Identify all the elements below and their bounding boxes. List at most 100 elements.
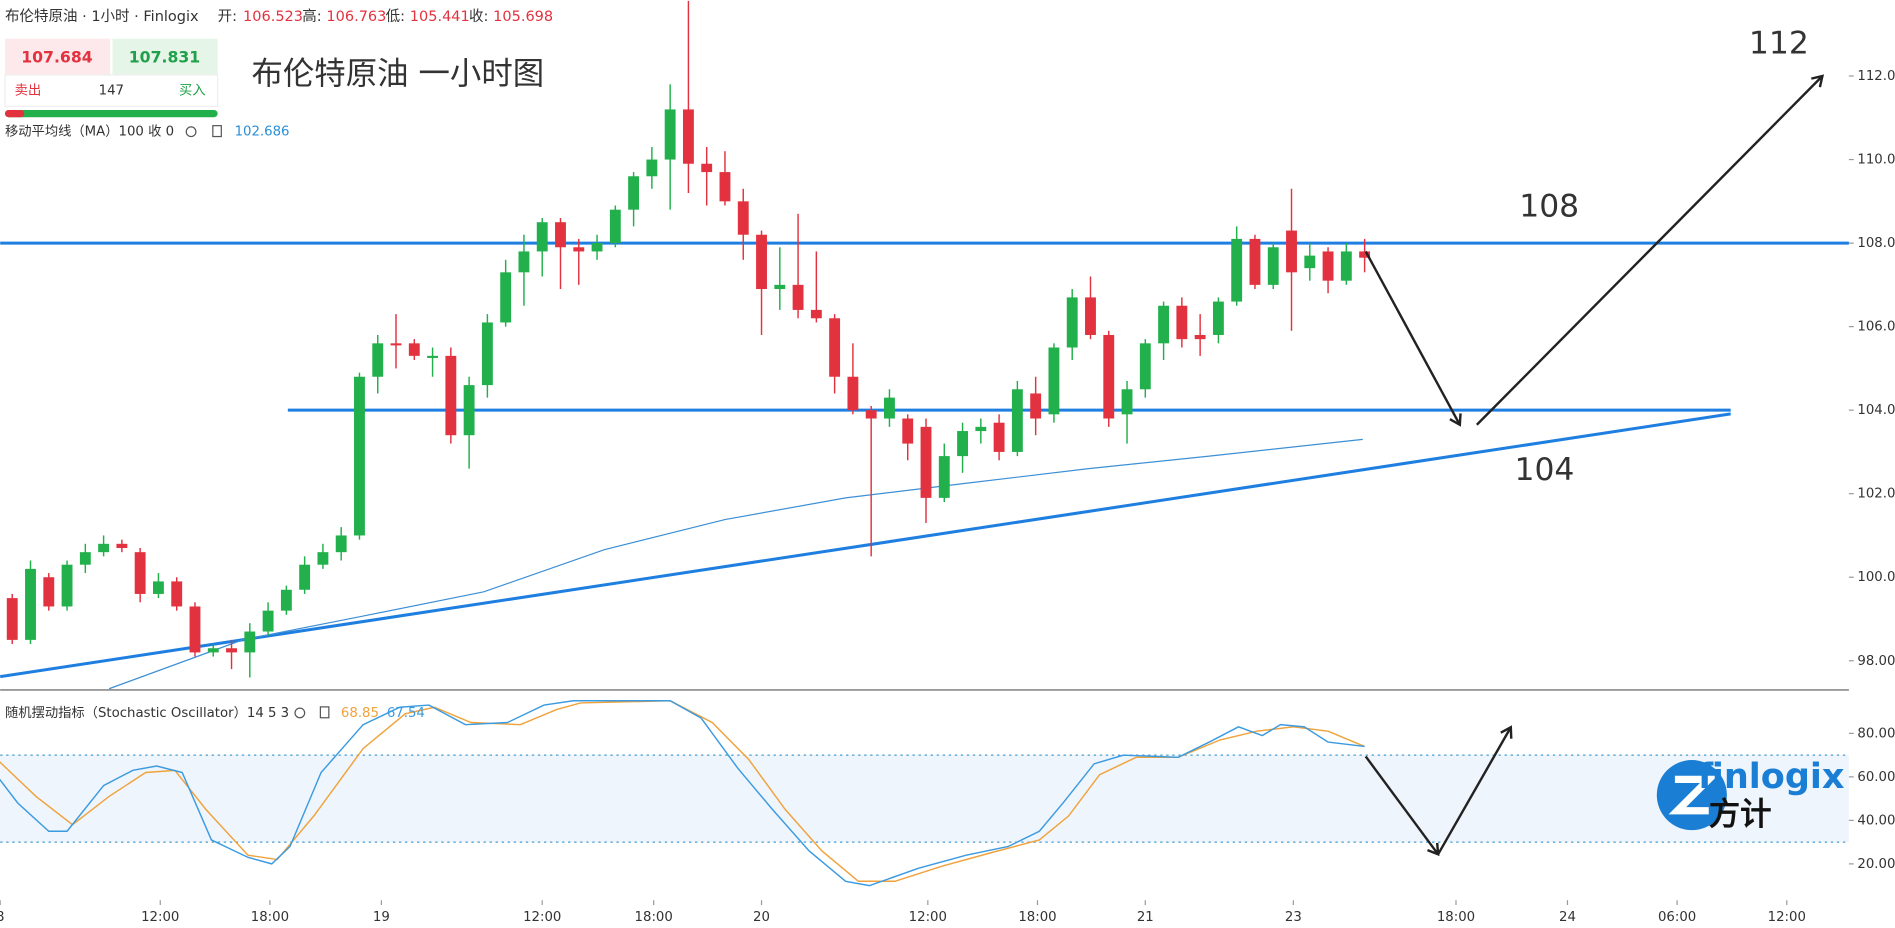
ohlc-label: 低: [386, 8, 405, 25]
candle-body [152, 581, 164, 594]
buy-price[interactable]: 107.831 [129, 48, 200, 67]
sell-box[interactable] [5, 38, 111, 75]
candle-body [116, 543, 128, 548]
delete-icon[interactable] [319, 706, 330, 719]
x-tick-label: 8 [0, 910, 4, 925]
x-tick-label: 12:00 [909, 910, 947, 925]
ma-value: 102.686 [235, 125, 290, 140]
x-tick-label: 18:00 [1018, 910, 1056, 925]
candle-body [226, 648, 237, 653]
ohlc-label: 收: [469, 8, 488, 25]
candle-body [902, 418, 914, 444]
stoch-k-value: 67.54 [387, 706, 425, 721]
candle-body [1359, 251, 1371, 258]
y-tick-label: 20.00 [1857, 857, 1895, 872]
candle-body [134, 552, 146, 594]
x-tick-label: 12:00 [523, 910, 561, 925]
candle-body [628, 176, 640, 210]
ma-legend: 移动平均线（MA）100 收 0 [5, 124, 174, 140]
settings-icon[interactable] [294, 707, 306, 719]
y-tick-label: 110.00 [1857, 153, 1895, 168]
candle-body [609, 209, 621, 244]
candle-body [1286, 230, 1297, 273]
candle-body [1194, 334, 1206, 340]
spread-bar-sell [5, 109, 25, 118]
spread: 147 [99, 84, 124, 99]
delete-icon[interactable] [212, 125, 222, 138]
candle-body [829, 318, 841, 377]
sell-price[interactable]: 107.684 [21, 48, 93, 67]
candle-body [664, 109, 676, 160]
candle-body [555, 222, 566, 248]
chart-title: 布伦特原油 一小时图 [252, 56, 545, 92]
ohlc-label: 高: [302, 8, 321, 25]
candle-body [957, 431, 968, 457]
buy-box[interactable] [112, 38, 218, 75]
candle-body [646, 159, 658, 177]
drawn-line [0, 412, 1731, 679]
candle-body [682, 109, 694, 164]
buy-label[interactable]: 买入 [179, 83, 206, 99]
candle-body [207, 648, 219, 653]
logo-name: finlogix [1698, 756, 1845, 797]
candle-body [408, 343, 420, 356]
settings-icon[interactable] [185, 126, 197, 138]
y-tick-label: 40.00 [1857, 813, 1895, 828]
candle-body [993, 422, 1005, 452]
candle-body [591, 243, 603, 252]
candle-body [756, 234, 767, 290]
x-tick-label: 23 [1285, 910, 1302, 925]
annotation: 108 [1519, 189, 1579, 225]
candle-body [6, 598, 18, 640]
candle-body [884, 397, 895, 419]
candle-body [920, 426, 932, 498]
candle-body [354, 376, 365, 536]
y-tick-label: 108.00 [1857, 236, 1895, 251]
y-tick-label: 104.00 [1857, 403, 1895, 418]
candle-body [372, 343, 384, 377]
candle-body [737, 201, 749, 235]
stoch-legend: 随机摆动指标（Stochastic Oscillator）14 5 3 [5, 705, 289, 721]
candle-body [171, 581, 183, 607]
arrow [1364, 250, 1462, 427]
x-tick-label: 19 [373, 910, 390, 925]
candle-body [1249, 238, 1261, 285]
y-tick-label: 100.00 [1857, 570, 1895, 585]
x-tick-label: 20 [753, 910, 770, 925]
x-tick-label: 24 [1559, 910, 1576, 925]
candle-body [317, 552, 329, 565]
candle-body [25, 568, 36, 640]
arrow [1475, 74, 1825, 426]
y-tick-label: 60.00 [1857, 770, 1895, 785]
x-tick-label: 12:00 [141, 910, 179, 925]
candle-body [43, 577, 55, 607]
ohlc-label: 开: [218, 9, 237, 25]
candle-body [810, 309, 822, 319]
symbol: 布伦特原油 · 1小时 · Finlogix [5, 8, 199, 25]
stoch-line [0, 700, 1365, 883]
logo-cn: 方计 [1709, 796, 1772, 833]
y-tick-label: 102.00 [1857, 487, 1895, 502]
ohlc-value: 106.763 [326, 9, 386, 25]
annotation: 112 [1749, 26, 1809, 62]
candle-body [1011, 389, 1023, 452]
spread-bar [5, 109, 218, 118]
candle-body [280, 589, 292, 611]
candle-body [573, 247, 585, 252]
sell-label[interactable]: 卖出 [15, 83, 42, 99]
candle-body [1176, 305, 1188, 340]
candle-body [98, 543, 110, 553]
y-tick-label: 98.00 [1857, 654, 1895, 669]
candle-body [774, 284, 786, 290]
candle-body [518, 251, 530, 273]
candle-body [1103, 334, 1115, 419]
ohlc-value: 105.441 [410, 9, 470, 25]
candle-body [847, 376, 859, 411]
candle-body [189, 606, 201, 653]
stoch-d-value: 68.85 [341, 706, 379, 721]
arrow [1437, 725, 1513, 855]
ma-line [108, 438, 1363, 690]
candle-body [1304, 255, 1316, 269]
x-tick-label: 18:00 [1437, 910, 1475, 925]
